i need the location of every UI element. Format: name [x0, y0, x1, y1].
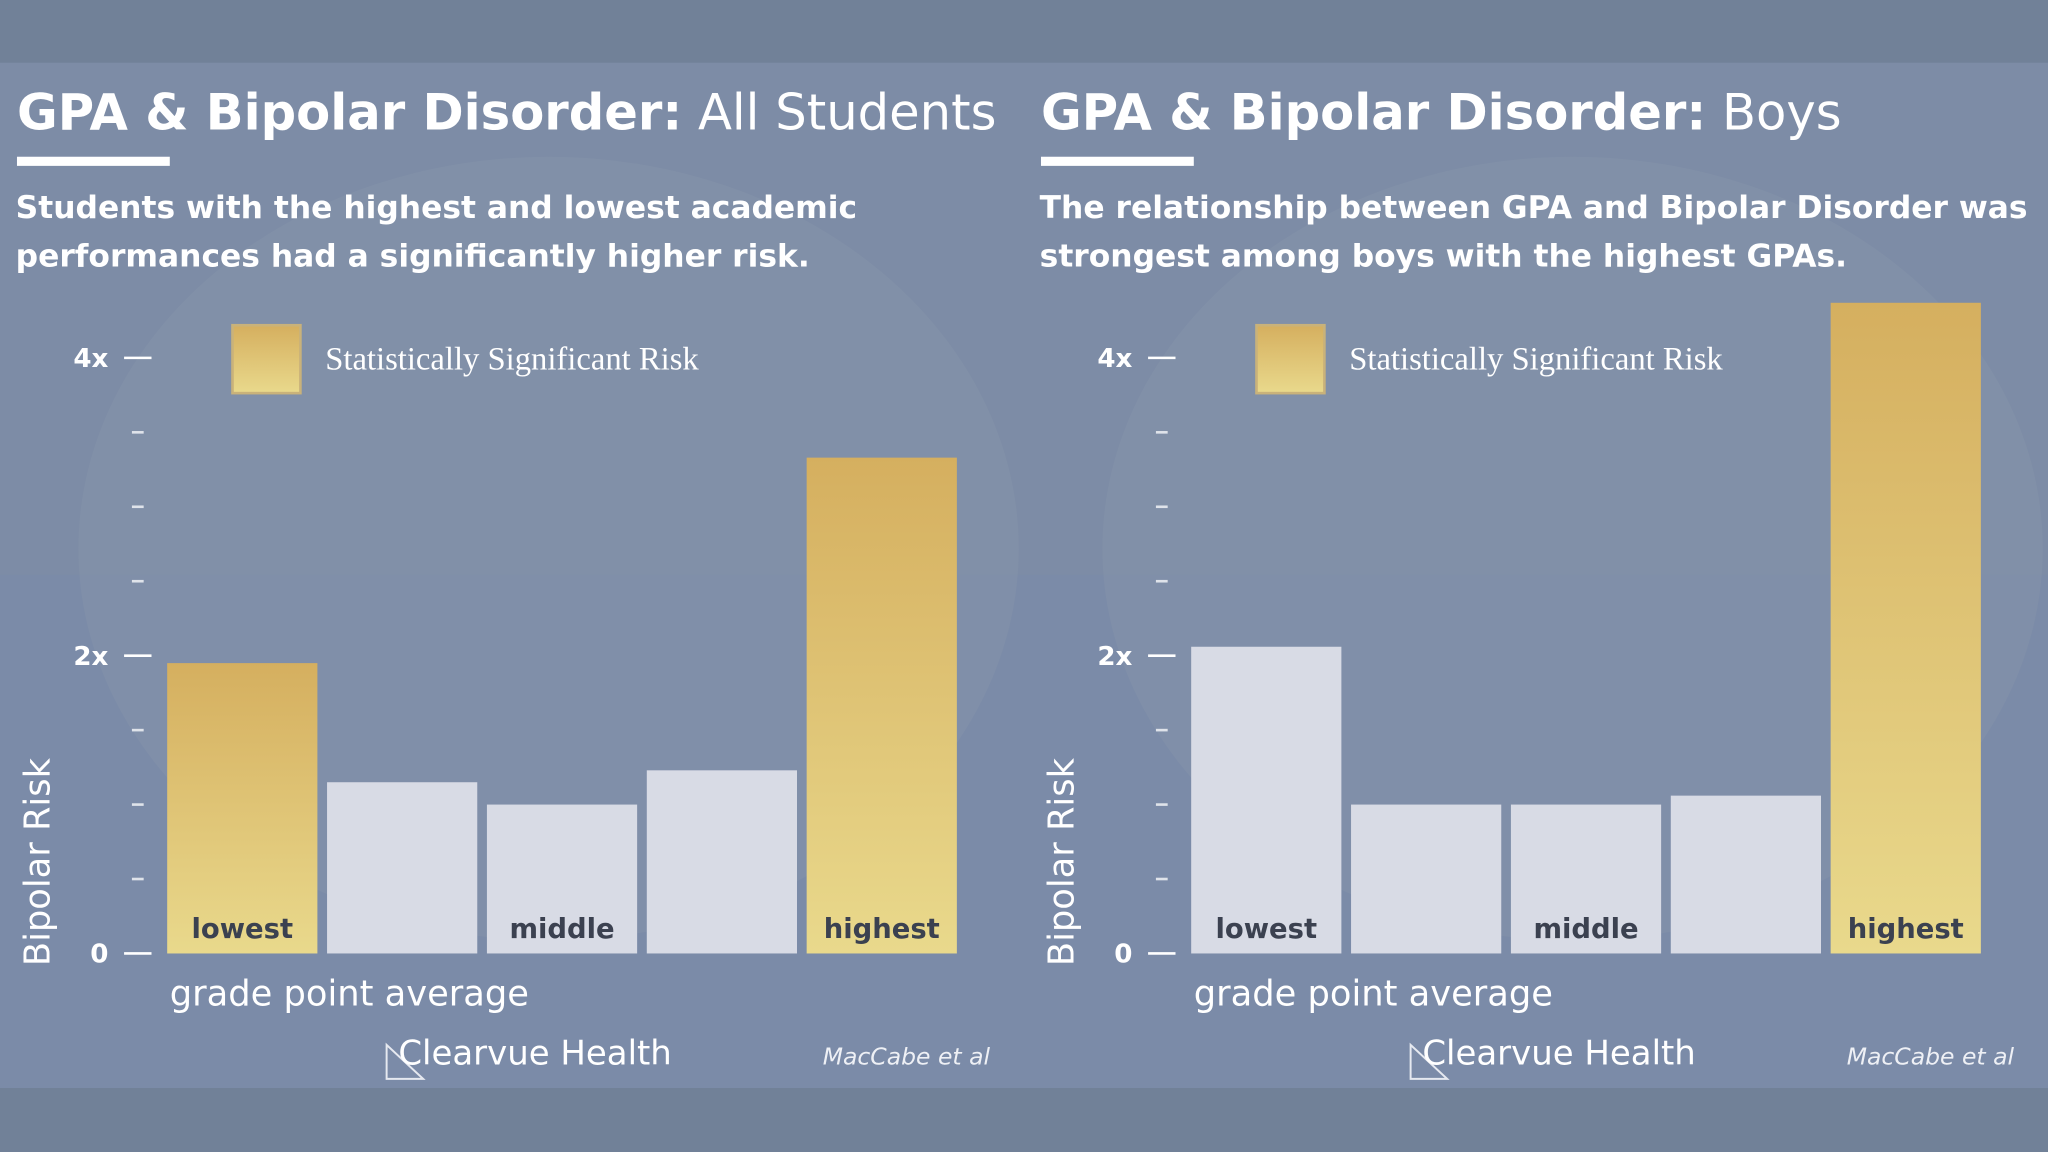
brand-logo [1409, 1042, 1450, 1080]
brand-logo [385, 1042, 426, 1080]
title-underline [1040, 156, 1194, 166]
bar [1351, 804, 1502, 954]
source: MacCabe et al [1847, 1042, 2015, 1070]
brand: Clearvue Health [398, 1033, 671, 1073]
y-tick-label: 2x [1097, 642, 1132, 672]
category-label: lowest [1216, 914, 1318, 945]
x-axis-label: grade point average [1194, 974, 1553, 1015]
source: MacCabe et al [823, 1042, 991, 1070]
bar [486, 804, 638, 954]
title: GPA & Bipolar Disorder: All Students [17, 83, 996, 141]
legend-label: Statistically Significant Risk [1349, 342, 1723, 378]
title: GPA & Bipolar Disorder: Boys [1041, 83, 1842, 141]
subtitle: performances had a significantly higher … [16, 238, 810, 274]
legend-label: Statistically Significant Risk [325, 342, 699, 378]
subtitle: strongest among boys with the highest GP… [1040, 238, 1847, 274]
title-main: GPA & Bipolar Disorder: [1041, 83, 1706, 141]
bar [1191, 646, 1342, 954]
title-underline [16, 156, 170, 166]
title-suffix: All Students [698, 83, 997, 141]
y-axis-label: Bipolar Risk [1042, 757, 1083, 966]
category-label: middle [1533, 914, 1638, 945]
category-label: middle [509, 914, 614, 945]
bar [1830, 302, 1981, 954]
y-axis-label: Bipolar Risk [18, 757, 59, 966]
y-tick-label: 4x [73, 344, 108, 374]
bar [646, 770, 797, 954]
brand: Clearvue Health [1422, 1033, 1695, 1073]
category-label: highest [824, 914, 940, 945]
title-suffix: Boys [1722, 83, 1842, 141]
panel: GPA & Bipolar Disorder: All Students Stude… [0, 62, 1024, 1089]
y-tick-label: 2x [73, 642, 108, 672]
bar [327, 782, 478, 954]
subtitle: The relationship between GPA and Bipolar… [1040, 190, 2028, 226]
legend-swatch [231, 323, 302, 395]
bar [806, 457, 957, 954]
title-main: GPA & Bipolar Disorder: [17, 83, 682, 141]
subtitle: Students with the highest and lowest aca… [16, 190, 857, 226]
y-tick-label: 0 [90, 940, 108, 970]
y-tick-label: 0 [1114, 940, 1132, 970]
panel: GPA & Bipolar Disorder: Boys The relations… [1024, 62, 2048, 1089]
bar [1510, 804, 1662, 954]
legend-swatch [1255, 323, 1326, 395]
bar [167, 663, 318, 954]
y-tick-label: 4x [1097, 344, 1132, 374]
bar [1670, 795, 1821, 954]
category-label: lowest [192, 914, 294, 945]
x-axis-label: grade point average [170, 974, 529, 1015]
category-label: highest [1848, 914, 1964, 945]
